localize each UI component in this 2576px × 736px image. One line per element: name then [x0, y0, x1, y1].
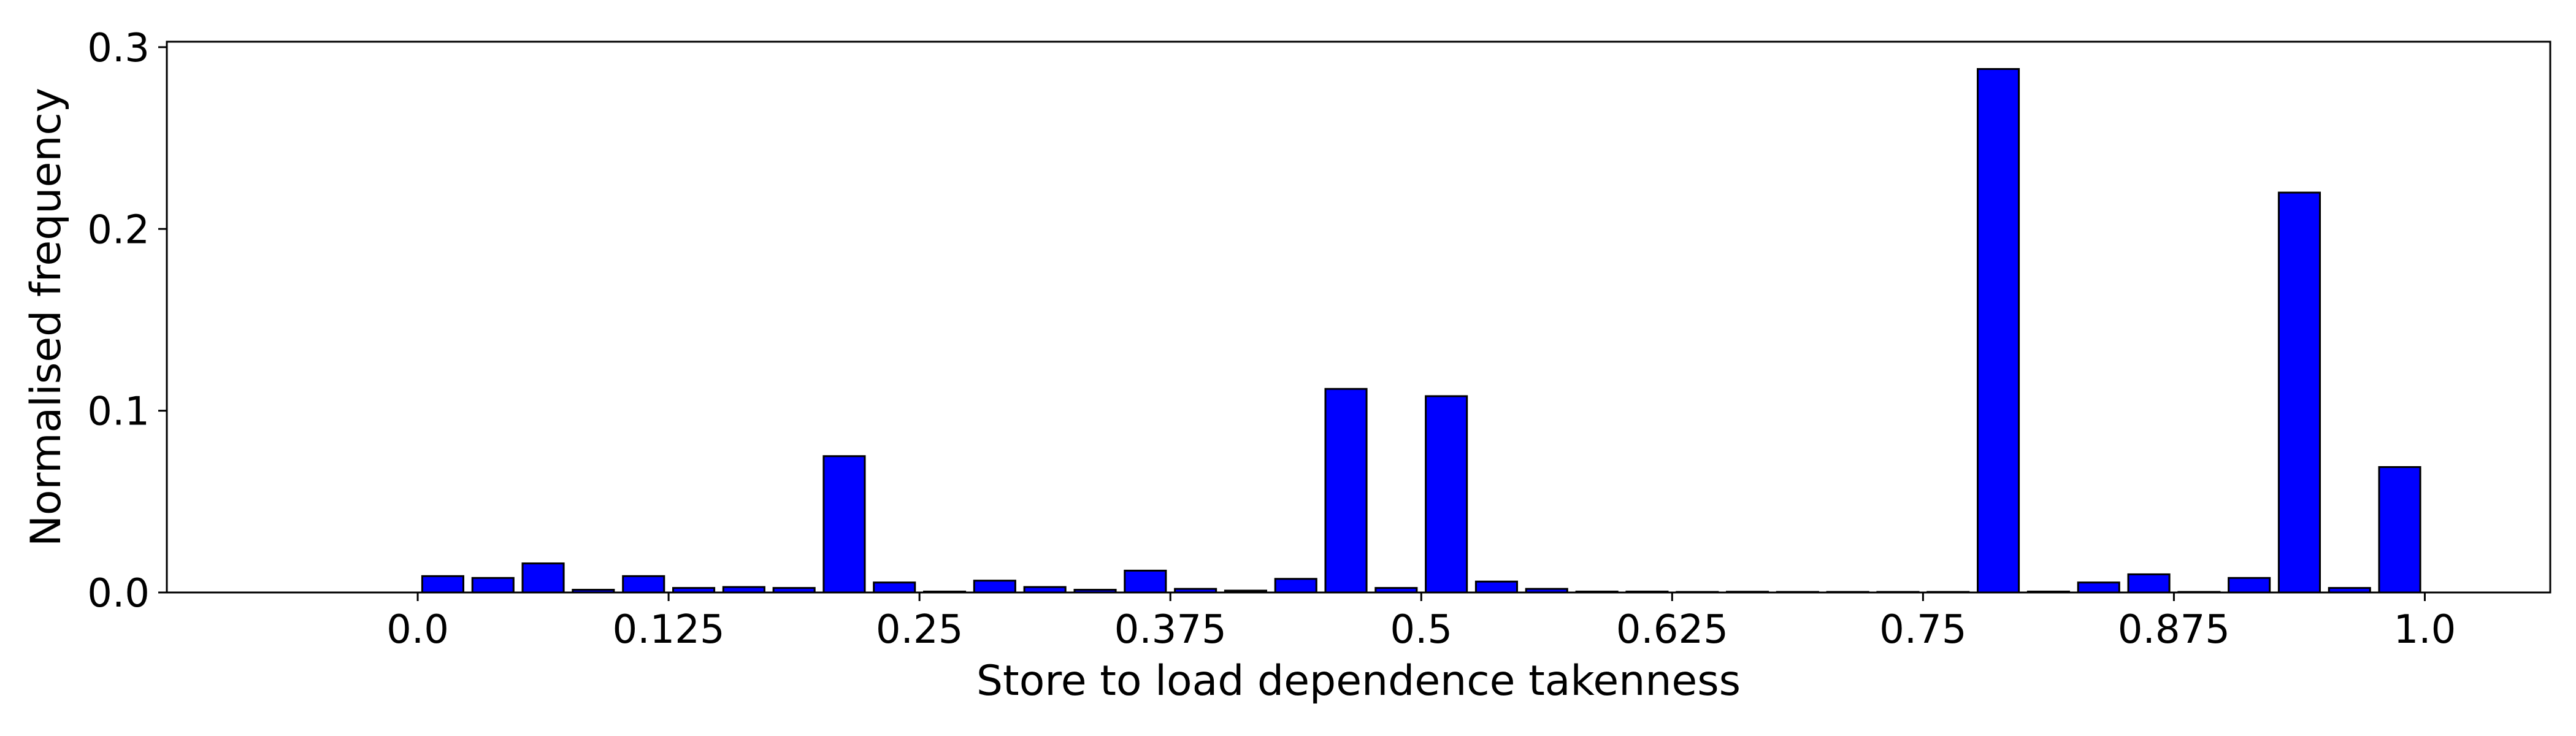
- bar: [1324, 388, 1368, 594]
- y-tick-label: 0.2: [87, 207, 150, 253]
- x-tick-label: 0.375: [1114, 607, 1227, 653]
- x-axis-ticks: 0.0 0.125 0.25 0.375 0.5 0.625 0.75 0.875 1.0: [386, 592, 2456, 653]
- x-axis-label: Store to load dependence takenness: [976, 657, 1741, 705]
- x-tick-label: 0.25: [876, 607, 964, 653]
- x-tick-label: 0.5: [1390, 607, 1452, 653]
- bar: [1274, 578, 1317, 594]
- x-tick-label: 0.875: [2118, 607, 2230, 653]
- bar: [1474, 580, 1518, 594]
- bar: [1425, 395, 1468, 594]
- x-tick-label: 1.0: [2394, 607, 2456, 653]
- x-tick-label: 0.0: [386, 607, 449, 653]
- y-tick-label: 0.1: [87, 389, 150, 435]
- bar: [873, 581, 916, 594]
- bar: [2127, 573, 2171, 594]
- plot-frame: [166, 40, 2551, 594]
- bar: [822, 455, 866, 594]
- bar: [2378, 466, 2421, 594]
- bar: [1124, 569, 1167, 594]
- bar: [2228, 577, 2271, 594]
- bar: [421, 575, 465, 594]
- y-axis-label: Normalised frequency: [22, 88, 71, 546]
- x-tick-label: 0.125: [612, 607, 724, 653]
- bar: [622, 575, 665, 594]
- bar: [1977, 68, 2020, 594]
- bar: [521, 562, 565, 594]
- bar: [973, 580, 1016, 594]
- bars-group: [421, 68, 2421, 594]
- bar: [2277, 191, 2321, 594]
- x-tick-label: 0.625: [1616, 607, 1728, 653]
- y-tick-label: 0.3: [87, 26, 150, 71]
- y-axis-ticks: 0.0 0.1 0.2 0.3: [87, 26, 167, 616]
- y-tick-label: 0.0: [87, 571, 150, 616]
- x-tick-label: 0.75: [1879, 607, 1967, 653]
- bar: [471, 577, 515, 594]
- bar: [2077, 581, 2120, 594]
